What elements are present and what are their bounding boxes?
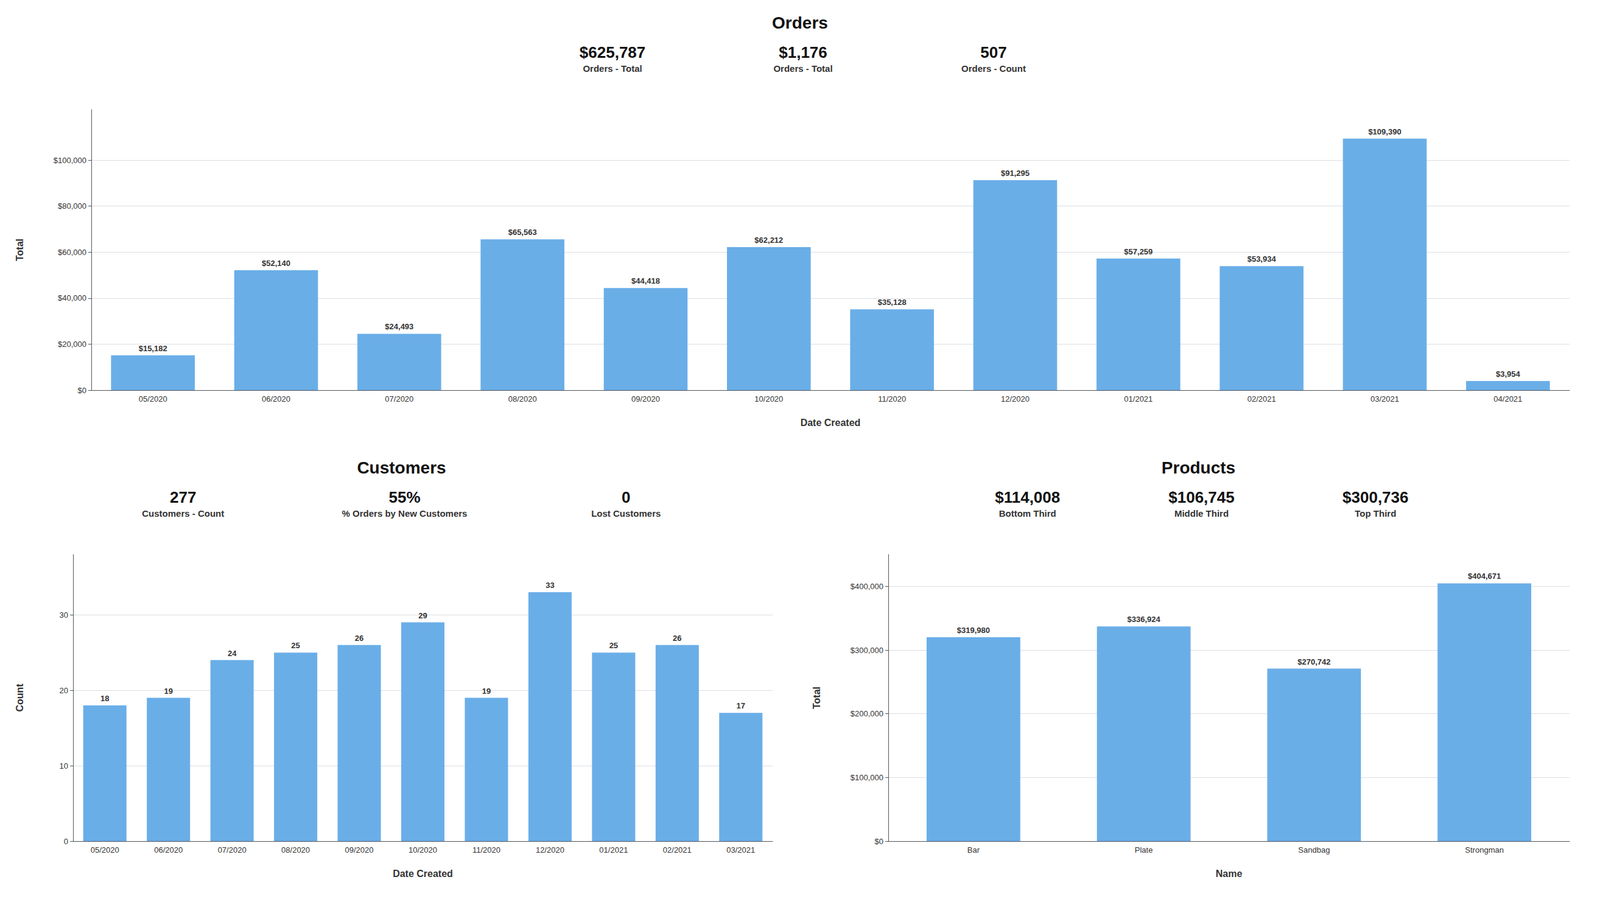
svg-text:$53,934: $53,934 bbox=[1247, 254, 1277, 264]
svg-text:08/2020: 08/2020 bbox=[508, 394, 537, 404]
svg-text:05/2020: 05/2020 bbox=[138, 394, 168, 404]
svg-text:01/2021: 01/2021 bbox=[599, 845, 628, 855]
svg-text:02/2021: 02/2021 bbox=[663, 845, 692, 855]
svg-text:55%: 55% bbox=[388, 488, 421, 507]
svg-text:$20,000: $20,000 bbox=[57, 339, 87, 349]
svg-text:10: 10 bbox=[59, 761, 69, 771]
svg-text:Lost Customers: Lost Customers bbox=[591, 508, 661, 519]
svg-text:$0: $0 bbox=[77, 385, 87, 396]
svg-text:Orders - Count: Orders - Count bbox=[961, 63, 1026, 74]
svg-text:$300,000: $300,000 bbox=[850, 645, 884, 656]
svg-text:06/2020: 06/2020 bbox=[261, 394, 291, 404]
svg-text:03/2021: 03/2021 bbox=[726, 845, 755, 855]
svg-text:277: 277 bbox=[169, 488, 197, 507]
svg-text:$91,295: $91,295 bbox=[1000, 168, 1030, 178]
svg-text:Date Created: Date Created bbox=[800, 417, 861, 429]
svg-text:Orders - Total: Orders - Total bbox=[582, 63, 642, 74]
svg-text:Orders - Total: Orders - Total bbox=[773, 63, 833, 74]
svg-text:25: 25 bbox=[291, 641, 300, 651]
svg-text:24: 24 bbox=[227, 649, 237, 659]
svg-text:$625,787: $625,787 bbox=[579, 43, 646, 62]
svg-text:09/2020: 09/2020 bbox=[345, 845, 374, 855]
svg-text:02/2021: 02/2021 bbox=[1247, 394, 1277, 404]
svg-text:Total: Total bbox=[14, 238, 25, 262]
svg-text:$24,493: $24,493 bbox=[384, 322, 414, 332]
svg-text:Name: Name bbox=[1215, 868, 1243, 880]
svg-text:$404,671: $404,671 bbox=[1467, 571, 1501, 581]
svg-text:$3,954: $3,954 bbox=[1495, 369, 1521, 379]
svg-text:507: 507 bbox=[980, 43, 1007, 62]
svg-text:$270,742: $270,742 bbox=[1297, 657, 1331, 667]
svg-text:Sandbag: Sandbag bbox=[1298, 845, 1330, 855]
svg-text:$100,000: $100,000 bbox=[850, 773, 884, 783]
svg-text:03/2021: 03/2021 bbox=[1370, 394, 1400, 404]
svg-text:$106,745: $106,745 bbox=[1168, 488, 1235, 507]
svg-text:$319,980: $319,980 bbox=[957, 625, 990, 636]
svg-text:Bar: Bar bbox=[967, 845, 981, 855]
svg-text:09/2020: 09/2020 bbox=[631, 394, 660, 404]
svg-text:08/2020: 08/2020 bbox=[281, 845, 310, 855]
svg-text:0: 0 bbox=[621, 488, 631, 507]
svg-text:$200,000: $200,000 bbox=[850, 709, 884, 719]
svg-text:01/2021: 01/2021 bbox=[1123, 394, 1153, 404]
svg-text:$40,000: $40,000 bbox=[57, 293, 87, 303]
svg-text:20: 20 bbox=[59, 686, 69, 696]
svg-text:18: 18 bbox=[100, 694, 109, 704]
svg-text:$0: $0 bbox=[874, 837, 884, 847]
svg-text:$336,924: $336,924 bbox=[1127, 614, 1162, 625]
svg-text:$100,000: $100,000 bbox=[53, 155, 87, 165]
svg-text:11/2020: 11/2020 bbox=[472, 845, 501, 855]
svg-text:Plate: Plate bbox=[1134, 845, 1154, 855]
svg-text:Total: Total bbox=[811, 686, 822, 710]
svg-text:17: 17 bbox=[736, 701, 746, 711]
svg-text:30: 30 bbox=[59, 610, 69, 620]
svg-text:$400,000: $400,000 bbox=[850, 582, 884, 592]
svg-text:26: 26 bbox=[354, 633, 364, 643]
svg-text:25: 25 bbox=[609, 641, 618, 651]
svg-text:19: 19 bbox=[163, 686, 173, 696]
svg-text:33: 33 bbox=[545, 580, 555, 590]
svg-text:07/2020: 07/2020 bbox=[217, 845, 247, 855]
svg-text:12/2020: 12/2020 bbox=[535, 845, 565, 855]
svg-text:06/2020: 06/2020 bbox=[154, 845, 183, 855]
svg-text:Middle Third: Middle Third bbox=[1174, 508, 1229, 519]
svg-text:04/2021: 04/2021 bbox=[1493, 394, 1523, 404]
svg-text:10/2020: 10/2020 bbox=[754, 394, 783, 404]
svg-text:Customers: Customers bbox=[356, 458, 446, 478]
svg-text:$57,259: $57,259 bbox=[1123, 247, 1153, 257]
svg-text:Count: Count bbox=[14, 683, 25, 713]
svg-text:Top Third: Top Third bbox=[1354, 508, 1397, 519]
svg-text:$44,418: $44,418 bbox=[631, 276, 660, 286]
svg-text:07/2020: 07/2020 bbox=[384, 394, 414, 404]
svg-text:% Orders by New Customers: % Orders by New Customers bbox=[342, 508, 468, 519]
svg-text:Products: Products bbox=[1161, 458, 1236, 478]
svg-text:$52,140: $52,140 bbox=[261, 258, 291, 268]
svg-text:$300,736: $300,736 bbox=[1342, 488, 1409, 507]
svg-text:Strongman: Strongman bbox=[1464, 845, 1504, 855]
svg-text:0: 0 bbox=[63, 837, 69, 847]
svg-text:Date Created: Date Created bbox=[392, 868, 453, 880]
svg-text:$80,000: $80,000 bbox=[57, 201, 87, 211]
svg-text:19: 19 bbox=[482, 686, 491, 696]
svg-text:10/2020: 10/2020 bbox=[408, 845, 438, 855]
svg-text:05/2020: 05/2020 bbox=[90, 845, 120, 855]
svg-text:26: 26 bbox=[672, 633, 682, 643]
svg-text:12/2020: 12/2020 bbox=[1000, 394, 1030, 404]
svg-text:$15,182: $15,182 bbox=[138, 343, 168, 354]
svg-text:Orders: Orders bbox=[771, 13, 829, 33]
svg-text:$109,390: $109,390 bbox=[1368, 127, 1401, 137]
svg-text:11/2020: 11/2020 bbox=[877, 394, 906, 404]
svg-text:Bottom Third: Bottom Third bbox=[999, 508, 1057, 519]
svg-text:29: 29 bbox=[418, 611, 427, 621]
svg-text:Customers - Count: Customers - Count bbox=[141, 508, 225, 519]
svg-text:$1,176: $1,176 bbox=[778, 43, 828, 62]
svg-text:$65,563: $65,563 bbox=[508, 227, 537, 237]
svg-text:$35,128: $35,128 bbox=[877, 297, 907, 307]
svg-text:$114,008: $114,008 bbox=[994, 488, 1060, 507]
svg-text:$60,000: $60,000 bbox=[57, 247, 87, 257]
svg-text:$62,212: $62,212 bbox=[754, 235, 783, 245]
